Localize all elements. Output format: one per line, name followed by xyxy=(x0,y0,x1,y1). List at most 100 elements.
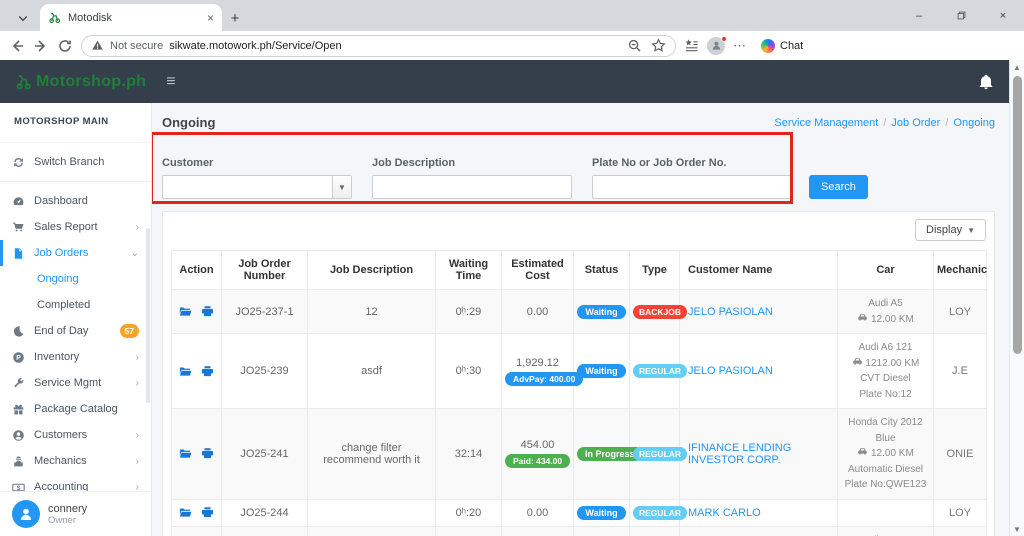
scroll-up-icon[interactable]: ▲ xyxy=(1013,62,1021,72)
open-job-folder-icon[interactable] xyxy=(179,365,192,378)
action-cell xyxy=(171,498,222,527)
sidebar-item-job-orders[interactable]: Job Orders ⌄ xyxy=(0,240,151,266)
zoom-out-icon[interactable] xyxy=(627,38,642,53)
open-job-folder-icon[interactable] xyxy=(179,506,192,519)
chevron-right-icon: › xyxy=(135,455,139,467)
tab-search-button[interactable] xyxy=(8,5,38,31)
address-bar[interactable]: Not secure sikwate.motowork.ph/Service/O… xyxy=(81,34,676,57)
sidebar-item-switch-branch[interactable]: Switch Branch xyxy=(0,149,151,175)
sidebar-item-customers[interactable]: Customers › xyxy=(0,422,151,448)
favorites-bar-icon[interactable] xyxy=(684,38,699,53)
chevron-right-icon: › xyxy=(135,481,139,492)
person-icon xyxy=(712,41,720,50)
refresh-icon[interactable] xyxy=(57,38,73,54)
restore-button[interactable] xyxy=(940,0,982,31)
sidebar-item-label: Completed xyxy=(37,299,91,311)
sidebar-toggle-icon[interactable]: ≡ xyxy=(166,72,176,90)
breadcrumb: Service Management / Job Order / Ongoing xyxy=(774,117,995,129)
mechanic-icon xyxy=(12,455,25,468)
tab-close-icon[interactable]: × xyxy=(206,10,214,25)
print-job-icon[interactable] xyxy=(201,365,214,378)
sidebar-item-ongoing[interactable]: Ongoing xyxy=(0,266,151,292)
copilot-chat-button[interactable]: Chat xyxy=(755,37,812,55)
filter-row: Customer ▼ Job Description Plate No or J… xyxy=(162,157,995,199)
sync-icon xyxy=(12,156,25,169)
car-icon xyxy=(857,446,868,457)
forward-icon[interactable] xyxy=(33,38,49,54)
column-header-status: Status xyxy=(573,250,630,290)
notifications-bell-icon[interactable] xyxy=(978,74,994,90)
breadcrumb-service-management[interactable]: Service Management xyxy=(774,116,879,129)
sidebar-scrollbar[interactable] xyxy=(146,228,150,403)
app-logo[interactable]: Motorshop.ph xyxy=(15,73,146,91)
job-description-cell: asdf xyxy=(307,525,436,536)
sidebar-item-service-mgmt[interactable]: Service Mgmt › xyxy=(0,370,151,396)
customer-link[interactable]: IFINANCE LENDING INVESTOR CORP. xyxy=(688,441,792,466)
plate-or-job-order-input[interactable] xyxy=(592,175,792,199)
breadcrumb-job-order[interactable]: Job Order xyxy=(891,116,941,129)
sidebar-item-accounting[interactable]: $ Accounting › xyxy=(0,474,151,491)
print-job-icon[interactable] xyxy=(201,447,214,460)
column-header-customer-name: Customer Name xyxy=(679,250,838,290)
tab-title: Motodisk xyxy=(68,11,113,24)
estimated-cost-cell: 0.00 xyxy=(501,498,574,527)
car-icon xyxy=(857,312,868,323)
display-button[interactable]: Display ▼ xyxy=(915,219,986,241)
customers-icon xyxy=(12,429,25,442)
browser-menu-icon[interactable]: ⋯ xyxy=(733,37,747,53)
customer-select[interactable]: ▼ xyxy=(162,175,352,199)
print-job-icon[interactable] xyxy=(201,506,214,519)
search-button[interactable]: Search xyxy=(809,175,868,199)
sidebar-user[interactable]: connery Owner xyxy=(0,491,151,536)
favorite-star-icon[interactable] xyxy=(651,38,666,53)
open-job-folder-icon[interactable] xyxy=(179,305,192,318)
person-icon xyxy=(20,508,32,520)
sidebar-item-package-catalog[interactable]: Package Catalog xyxy=(0,396,151,422)
sidebar-item-mechanics[interactable]: Mechanics › xyxy=(0,448,151,474)
action-cell xyxy=(171,333,222,409)
new-tab-button[interactable]: + xyxy=(230,9,240,27)
browser-tab-motodisk[interactable]: Motodisk × xyxy=(40,4,222,31)
profile-avatar[interactable] xyxy=(707,35,727,55)
job-description-cell: change filter recommend worth it xyxy=(307,408,436,500)
mechanic-cell: LOY xyxy=(933,289,987,334)
car-detail: Plate No:12 xyxy=(859,388,912,400)
minimize-button[interactable]: – xyxy=(915,9,923,22)
column-header-type: Type xyxy=(629,250,680,290)
estimated-cost-cell: 0.00 xyxy=(501,289,574,334)
select-arrow-icon[interactable]: ▼ xyxy=(332,176,351,198)
security-label[interactable]: Not secure xyxy=(110,39,164,52)
sidebar-item-dashboard[interactable]: Dashboard xyxy=(0,188,151,214)
table-row: JO25-241 change filter recommend worth it… xyxy=(171,408,987,500)
customer-link[interactable]: JELO PASIOLAN xyxy=(688,365,773,377)
job-order-number-cell: JO25-237-1 xyxy=(221,289,308,334)
sidebar-item-label: Service Mgmt xyxy=(34,377,102,389)
action-cell xyxy=(171,289,222,334)
print-job-icon[interactable] xyxy=(201,305,214,318)
job-description-input[interactable] xyxy=(372,175,572,199)
scrollbar-thumb[interactable] xyxy=(1012,76,1022,354)
sidebar-divider xyxy=(0,142,151,143)
sidebar-item-sales-report[interactable]: Sales Report › xyxy=(0,214,151,240)
table-row: JO25-239 asdf 0ʰ:30 1,929.12 AdvPay: 400.00 W… xyxy=(171,333,987,409)
open-job-folder-icon[interactable] xyxy=(179,447,192,460)
url-text[interactable]: sikwate.motowork.ph/Service/Open xyxy=(169,39,342,52)
sidebar-item-completed[interactable]: Completed xyxy=(0,292,151,318)
customer-link[interactable]: MARK CARLO xyxy=(688,506,761,519)
page-scrollbar[interactable]: ▲ ▼ xyxy=(1009,60,1024,536)
wrench-icon xyxy=(12,377,25,390)
car-odometer: 1212.00 KM xyxy=(841,356,930,372)
back-icon[interactable] xyxy=(9,38,25,54)
customer-link[interactable]: JELO PASIOLAN xyxy=(688,305,773,318)
window-controls: – × xyxy=(898,0,1024,31)
close-button[interactable]: × xyxy=(999,9,1007,22)
sidebar-item-end-of-day[interactable]: End of Day 57 xyxy=(0,318,151,344)
column-header-job-order-number: Job Order Number xyxy=(221,250,308,290)
breadcrumb-ongoing[interactable]: Ongoing xyxy=(953,116,995,129)
sidebar-item-inventory[interactable]: P Inventory › xyxy=(0,344,151,370)
scroll-down-icon[interactable]: ▼ xyxy=(1013,524,1021,534)
job-order-number-cell: JO25-244 xyxy=(221,498,308,527)
table-body: JO25-237-1 12 0ʰ:29 0.00 Waiting BACKJOB JELO … xyxy=(171,289,987,536)
status-badge: Waiting xyxy=(577,364,626,378)
